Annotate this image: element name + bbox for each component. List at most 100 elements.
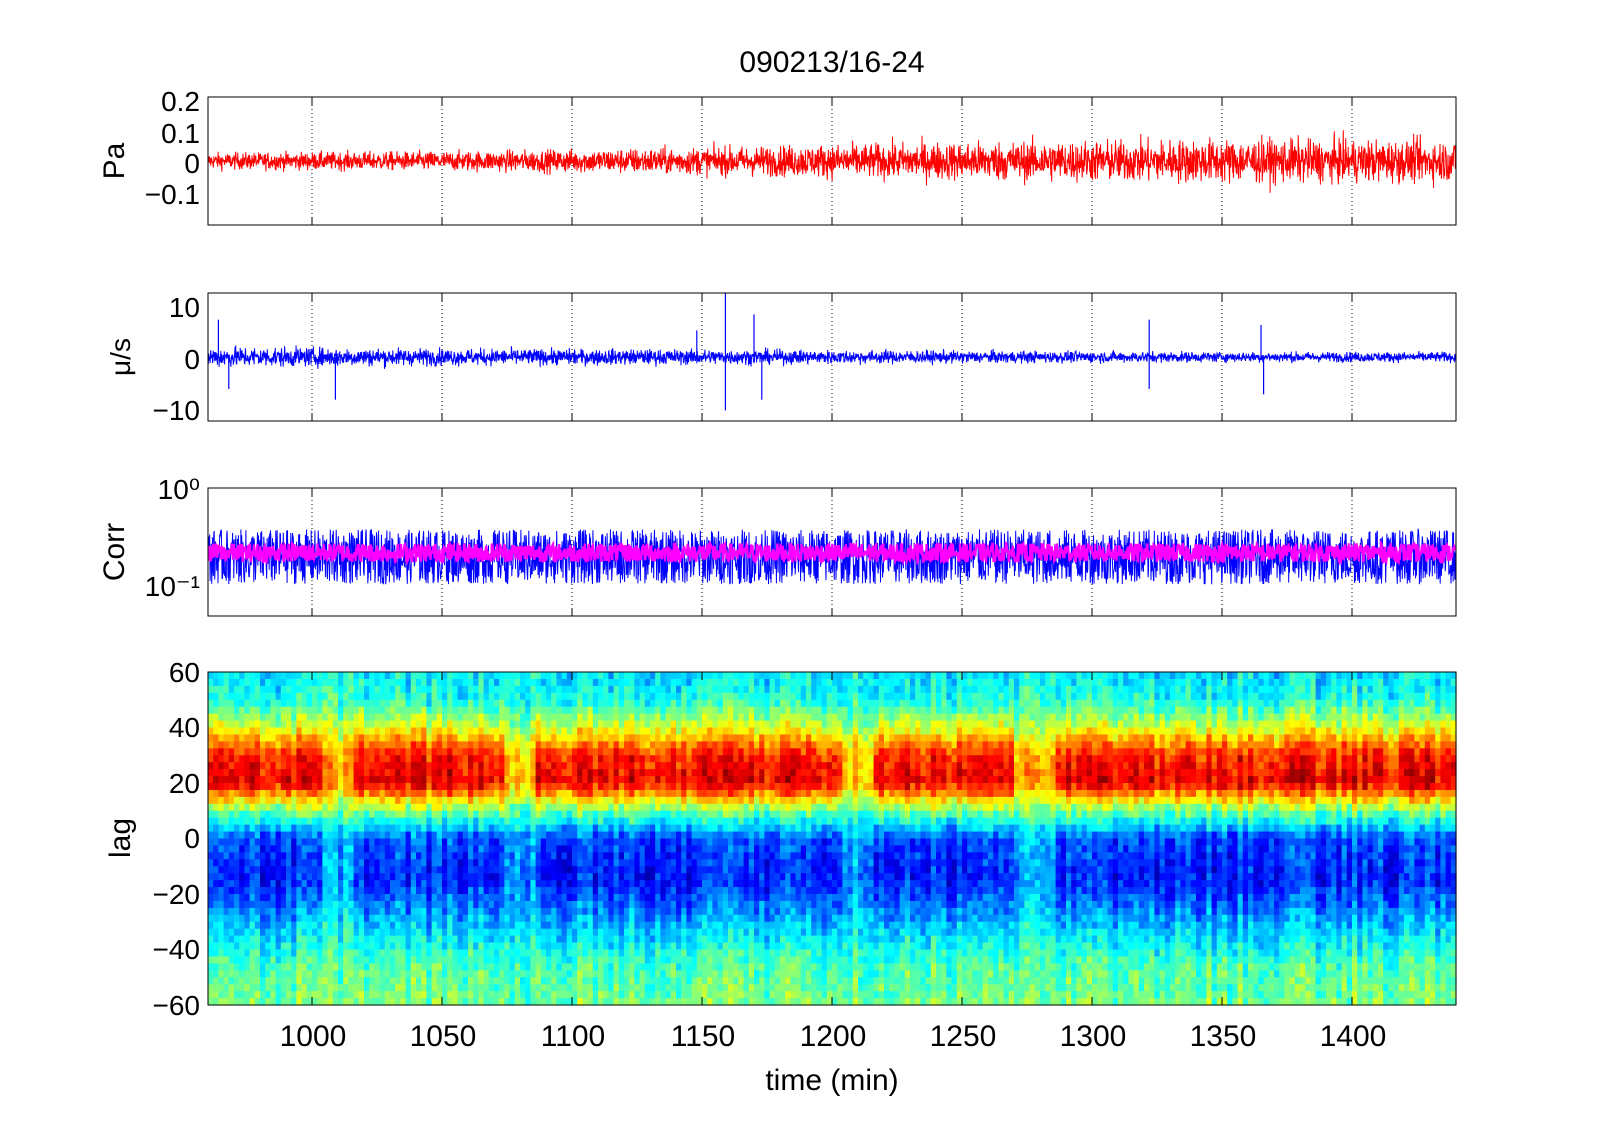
heatmap-cell	[712, 678, 719, 687]
heatmap-cell	[644, 755, 651, 763]
heatmap-cell	[301, 914, 308, 923]
heatmap-cell	[353, 880, 360, 888]
heatmap-cell	[608, 672, 615, 680]
heatmap-cell	[275, 977, 282, 985]
heatmap-cell	[598, 963, 604, 971]
heatmap-cell	[301, 789, 308, 798]
heatmap-cell	[514, 734, 521, 742]
heatmap-cell	[436, 734, 443, 742]
heatmap-cell	[280, 678, 287, 687]
heatmap-cell	[223, 991, 230, 999]
heatmap-cell	[644, 762, 651, 770]
heatmap-cell	[488, 907, 495, 916]
heatmap-cell	[618, 734, 625, 742]
heatmap-cell	[525, 824, 531, 833]
heatmap-cell	[478, 900, 485, 909]
heatmap-cell	[322, 970, 329, 978]
heatmap-cell	[665, 810, 672, 819]
heatmap-cell	[592, 748, 599, 756]
heatmap-cell	[384, 720, 391, 729]
heatmap-cell	[384, 741, 391, 749]
heatmap-cell	[696, 921, 703, 930]
heatmap-cell	[618, 887, 625, 895]
heatmap-cell	[546, 942, 552, 951]
heatmap-cell	[577, 991, 583, 999]
heatmap-cell	[384, 685, 391, 694]
heatmap-cell	[717, 727, 724, 736]
heatmap-cell	[603, 713, 609, 722]
heatmap-cell	[280, 914, 287, 923]
heatmap-cell	[384, 789, 391, 798]
heatmap-cell	[228, 741, 235, 749]
pressure-series	[208, 130, 1456, 193]
heatmap-cell	[494, 914, 500, 923]
heatmap-cell	[520, 998, 526, 1006]
heatmap-cell	[650, 963, 656, 971]
heatmap-cell	[358, 817, 365, 826]
heatmap-cell	[213, 755, 219, 763]
heatmap-cell	[348, 873, 355, 881]
heatmap-cell	[691, 900, 698, 909]
heatmap-cell	[624, 817, 630, 826]
heatmap-cell	[681, 824, 687, 833]
heatmap-cell	[254, 970, 261, 978]
heatmap-cell	[535, 984, 542, 992]
heatmap-cell	[291, 769, 297, 777]
heatmap-cell	[457, 887, 464, 895]
heatmap-cell	[228, 880, 235, 888]
heatmap-cell	[514, 866, 521, 874]
heatmap-cell	[728, 998, 734, 1006]
heatmap-cell	[348, 803, 355, 812]
heatmap-cell	[613, 991, 620, 999]
heatmap-cell	[447, 685, 453, 694]
heatmap-cell	[384, 873, 391, 881]
heatmap-cell	[660, 755, 667, 763]
heatmap-cell	[436, 866, 443, 874]
heatmap-cell	[712, 734, 719, 742]
heatmap-cell	[520, 796, 526, 805]
heatmap-cell	[421, 727, 427, 736]
heatmap-cell	[239, 866, 245, 874]
heatmap-cell	[478, 776, 485, 784]
heatmap-cell	[353, 734, 360, 742]
heatmap-cell	[634, 984, 641, 992]
heatmap-cell	[530, 824, 537, 833]
heatmap-cell	[546, 914, 552, 923]
heatmap-cell	[218, 678, 225, 687]
heatmap-cell	[286, 824, 292, 833]
heatmap-cell	[218, 928, 225, 937]
heatmap-cell	[374, 831, 381, 840]
heatmap-cell	[499, 769, 505, 777]
heatmap-cell	[218, 824, 225, 833]
heatmap-cell	[379, 956, 386, 964]
heatmap-cell	[332, 852, 339, 860]
heatmap-cell	[306, 762, 313, 770]
heatmap-cell	[280, 769, 287, 777]
heatmap-cell	[442, 907, 448, 916]
heatmap-cell	[275, 949, 282, 958]
heatmap-cell	[598, 810, 604, 819]
heatmap-cell	[405, 748, 412, 756]
heatmap-cell	[410, 685, 417, 694]
heatmap-cell	[561, 803, 568, 812]
heatmap-cell	[395, 817, 401, 826]
heatmap-cell	[421, 817, 427, 826]
heatmap-cell	[395, 672, 401, 680]
heatmap-cell	[291, 810, 297, 819]
heatmap-cell	[670, 755, 677, 763]
heatmap-cell	[296, 935, 303, 944]
heatmap-cell	[457, 907, 464, 916]
heatmap-cell	[249, 970, 256, 978]
heatmap-cell	[312, 956, 318, 964]
heatmap-cell	[681, 672, 687, 680]
heatmap-cell	[592, 984, 599, 992]
heatmap-cell	[504, 894, 511, 902]
heatmap-cell	[686, 866, 693, 874]
heatmap-cell	[296, 970, 303, 978]
heatmap-cell	[452, 949, 459, 958]
heatmap-cell	[520, 949, 526, 958]
heatmap-cell	[582, 928, 589, 937]
heatmap-cell	[546, 803, 552, 812]
heatmap-cell	[520, 880, 526, 888]
heatmap-cell	[733, 817, 739, 826]
